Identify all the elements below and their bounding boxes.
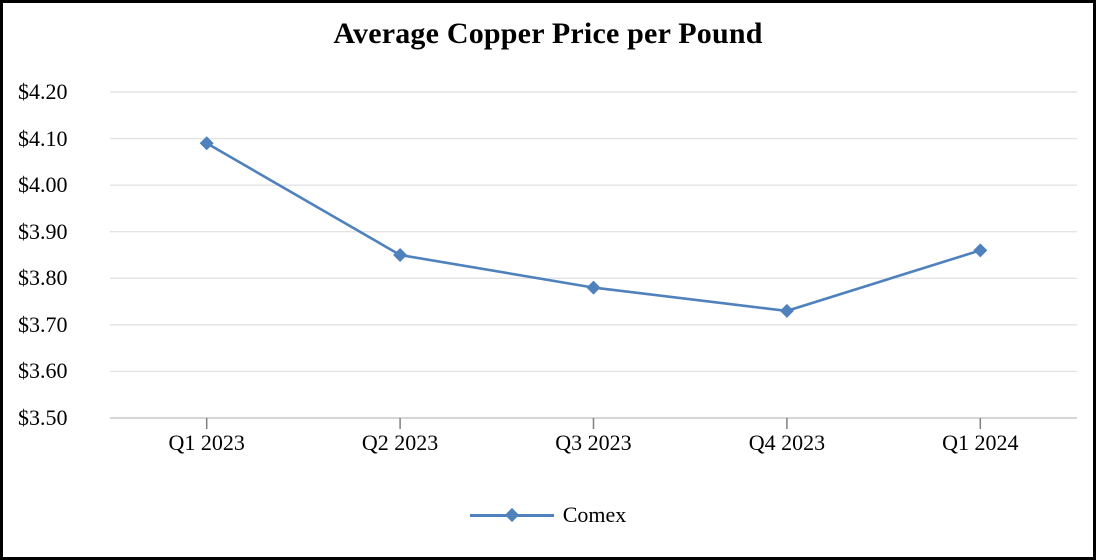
x-tick-label: Q2 2023: [361, 430, 439, 455]
y-tick-label: $4.00: [18, 172, 68, 198]
x-tick-label: Q4 2023: [748, 430, 826, 455]
y-tick-label: $4.20: [18, 79, 68, 104]
y-tick-label: $3.70: [18, 311, 68, 337]
data-point-marker: [586, 280, 601, 295]
legend: Comex: [3, 500, 1093, 530]
legend-diamond-marker-icon: [504, 507, 519, 523]
y-tick-label: $3.60: [18, 358, 68, 384]
x-tick-label: Q1 2024: [942, 430, 1019, 455]
y-tick-label: $3.80: [18, 265, 68, 291]
y-tick-label: $3.90: [18, 218, 68, 244]
data-point-marker: [393, 248, 408, 262]
data-point-marker: [199, 136, 214, 151]
data-point-marker: [779, 303, 794, 318]
data-point-marker: [973, 243, 988, 258]
y-tick-label: $4.10: [18, 125, 68, 151]
x-tick-label: Q3 2023: [555, 430, 632, 455]
line-chart-svg: [110, 91, 1077, 429]
x-tick-label: Q1 2023: [168, 430, 245, 455]
legend-series-label: Comex: [562, 502, 627, 527]
plot-area: $4.20 $4.10 $4.00 $3.90 $3.80 $3.70 $3.60 $3.50…: [3, 3, 1093, 557]
y-tick-label: $3.50: [18, 405, 68, 430]
legend-line-icon: [469, 507, 554, 523]
chart-title: Average Copper Price per Pound: [333, 17, 763, 50]
